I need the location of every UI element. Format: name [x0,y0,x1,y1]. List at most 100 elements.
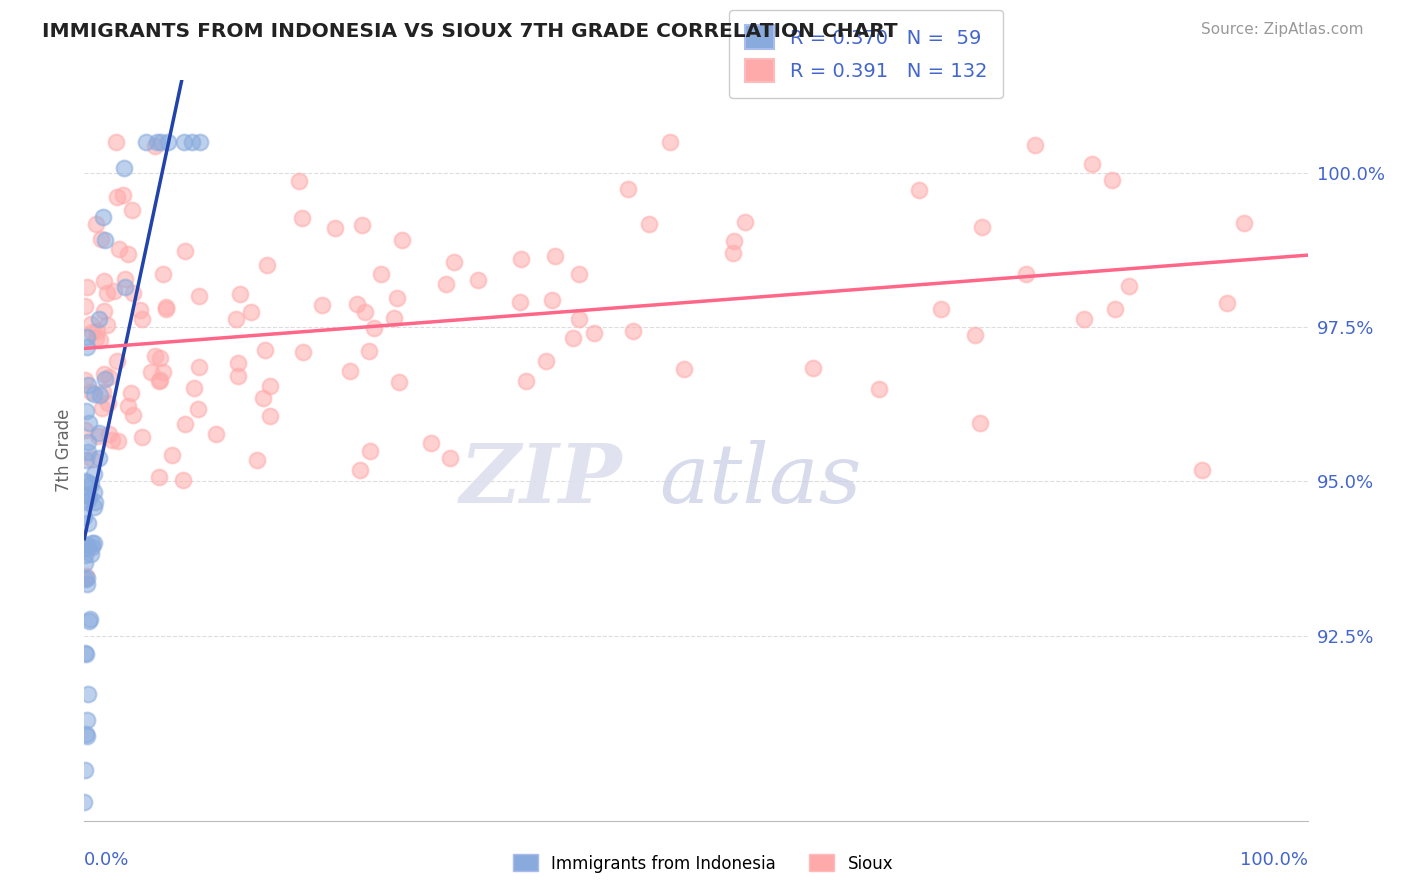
Point [107,434,129,448]
Point [385,291,408,305]
Point [157,135,180,149]
Point [868,382,890,396]
Point [79,385,101,400]
Point [1073,312,1095,326]
Point [94,233,117,247]
Point [467,273,489,287]
Point [172,473,194,487]
Point [357,344,380,359]
Point [93,304,115,318]
Point [568,267,591,281]
Point [541,293,564,308]
Text: ZIP: ZIP [460,440,623,520]
Point [94,372,117,386]
Point [86,217,108,231]
Point [131,312,153,326]
Point [734,214,756,228]
Point [73,763,96,777]
Point [174,244,197,258]
Point [77,541,100,555]
Point [1024,137,1046,152]
Point [363,321,385,335]
Point [568,311,591,326]
Point [121,408,143,422]
Point [77,377,100,392]
Point [339,364,361,378]
Point [621,324,644,338]
Point [908,183,931,197]
Point [97,427,120,442]
Point [135,135,157,149]
Text: IMMIGRANTS FROM INDONESIA VS SIOUX 7TH GRADE CORRELATION CHART: IMMIGRANTS FROM INDONESIA VS SIOUX 7TH G… [42,22,898,41]
Point [439,451,461,466]
Point [73,510,96,524]
Point [128,303,150,318]
Point [419,435,441,450]
Point [83,536,105,550]
Point [323,220,346,235]
Point [515,375,537,389]
Point [73,646,96,660]
Text: atlas: atlas [659,440,862,520]
Point [75,403,97,417]
Point [75,474,97,488]
Point [75,423,97,437]
Point [443,254,465,268]
Point [84,495,107,509]
Point [162,448,184,462]
Point [673,361,696,376]
Point [803,360,825,375]
Point [972,220,994,235]
Point [97,395,120,409]
Point [121,203,143,218]
Point [259,379,281,393]
Point [77,416,100,430]
Point [180,135,202,149]
Point [105,135,128,149]
Point [1216,296,1239,310]
Point [76,571,98,585]
Text: 100.0%: 100.0% [1240,852,1308,870]
Point [103,285,125,299]
Point [148,470,170,484]
Point [188,135,211,149]
Point [75,299,97,313]
Point [254,343,277,358]
Point [89,387,111,401]
Point [75,647,97,661]
Point [73,548,96,562]
Point [96,318,118,332]
Point [73,572,96,586]
Point [173,417,195,432]
Point [354,304,377,318]
Point [76,279,98,293]
Point [1101,173,1123,187]
Point [359,443,381,458]
Point [93,274,115,288]
Point [105,189,128,203]
Point [93,367,115,381]
Point [73,488,96,502]
Point [131,430,153,444]
Point [114,272,136,286]
Point [76,577,98,591]
Point [149,373,172,387]
Point [288,174,311,188]
Point [83,467,105,482]
Point [1104,302,1126,317]
Point [76,729,98,743]
Point [89,333,111,347]
Point [73,373,96,387]
Point [114,280,136,294]
Point [349,463,371,477]
Point [228,369,250,384]
Point [82,536,104,550]
Point [382,311,405,326]
Point [77,492,100,507]
Point [1015,267,1038,281]
Point [1081,157,1104,171]
Point [141,365,163,379]
Point [108,242,131,256]
Point [391,234,413,248]
Point [143,349,166,363]
